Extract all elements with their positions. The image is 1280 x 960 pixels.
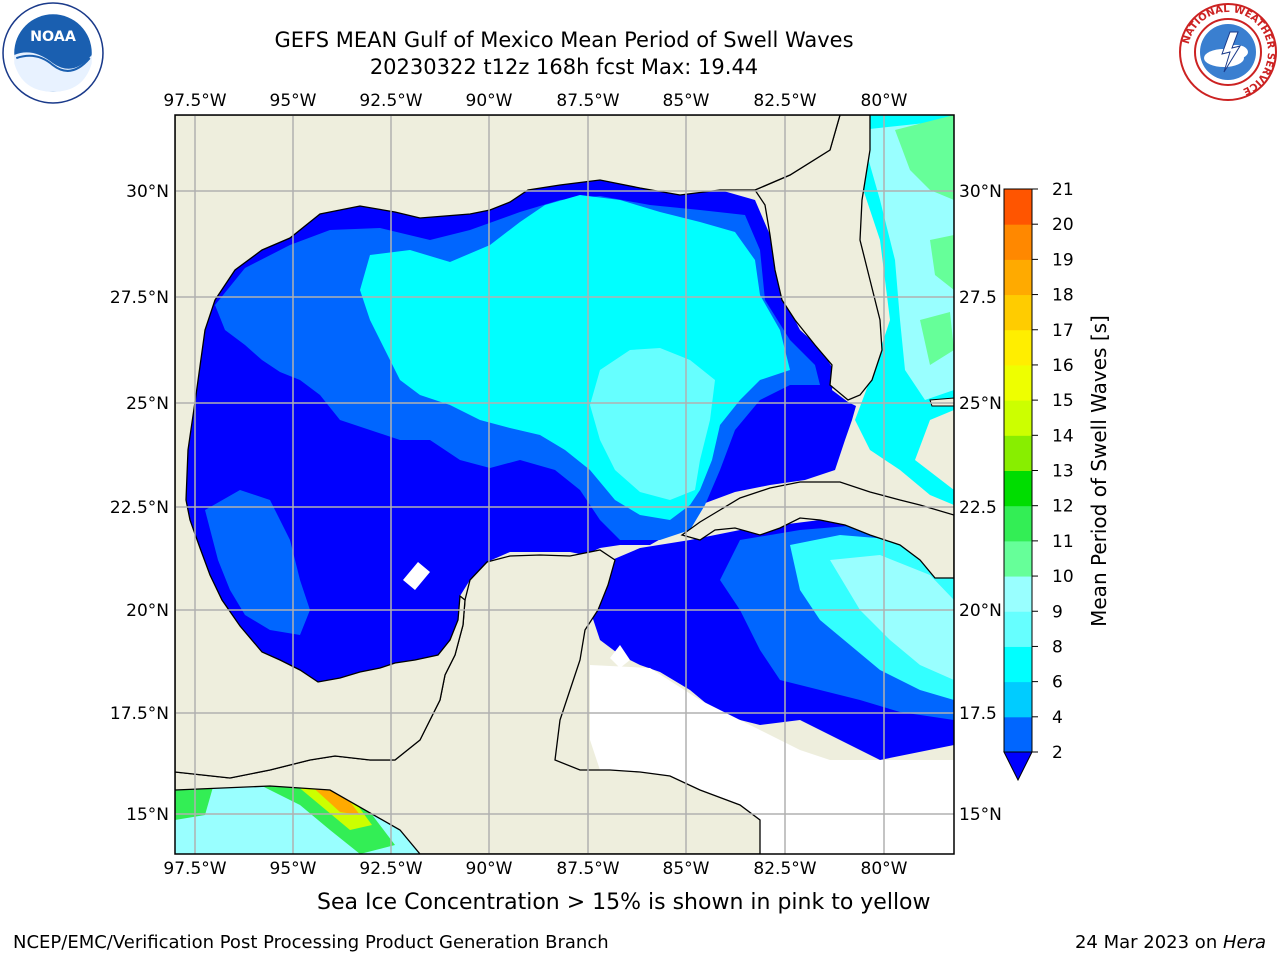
- colorbar-segment: [1004, 329, 1032, 366]
- lat-ticks-right: 30°N 27.5 25°N 22.5 20°N 17.5 15°N: [959, 182, 1002, 825]
- colorbar-ticks: 2 4 6 8 9 10 11 12 13 14 15 16 17 18 19 20 21: [1032, 180, 1074, 763]
- national-weather-service-logo: NATIONAL WEATHER SERVICE: [1179, 3, 1277, 101]
- footer-host: Hera: [1222, 932, 1266, 953]
- noaa-logo: NOAA: [2, 2, 104, 104]
- colorbar-tick-label: 17: [1052, 321, 1074, 341]
- lon-tick-bottom: 82.5°W: [753, 859, 816, 879]
- us-gulf-coast-land: [175, 115, 841, 779]
- lon-tick-bottom: 85°W: [663, 859, 710, 879]
- cuba-land: [680, 481, 954, 579]
- sea-ice-note: Sea Ice Concentration > 15% is shown in …: [317, 890, 931, 915]
- colorbar-segment: [1004, 540, 1032, 577]
- caribbean-water-light-cyan: [830, 555, 954, 680]
- lon-tick-top: 95°W: [270, 91, 317, 111]
- lat-tick-right: 17.5: [959, 704, 997, 724]
- footer-date-text: 24 Mar 2023 on: [1074, 932, 1223, 953]
- florida-land: [754, 115, 883, 401]
- map-frame: [174, 114, 955, 855]
- lat-ticks-left: 30°N 27.5°N 25°N 22.5°N 20°N 17.5°N 15°N: [110, 182, 169, 825]
- colorbar-segment: [1004, 364, 1032, 401]
- colorbar-segment: [1004, 470, 1032, 507]
- svg-text:NOAA: NOAA: [30, 29, 76, 45]
- colorbar-label: Mean Period of Swell Waves [s]: [1087, 315, 1111, 627]
- colorbar: 2 4 6 8 9 10 11 12 13 14 15 16 17 18 19 20 21 Mean Perio…: [1003, 180, 1111, 782]
- lat-tick-right: 15°N: [959, 805, 1002, 825]
- colorbar-segment: [1004, 576, 1032, 612]
- lon-tick-top: 85°W: [663, 91, 710, 111]
- colorbar-segment: [1004, 611, 1032, 647]
- lat-tick-left: 15°N: [126, 805, 169, 825]
- colorbar-tick-label: 4: [1052, 708, 1063, 728]
- colorbar-tick-label: 21: [1052, 180, 1074, 200]
- lon-tick-top: 82.5°W: [753, 91, 816, 111]
- bahamas-land: [929, 397, 954, 407]
- lon-tick-bottom: 90°W: [466, 859, 513, 879]
- colorbar-tick-label: 8: [1052, 637, 1063, 657]
- lat-tick-right: 27.5: [959, 288, 997, 308]
- no-data-patch-2: [610, 645, 630, 668]
- footer-date: 24 Mar 2023 on Hera: [1075, 932, 1266, 953]
- lon-tick-bottom: 92.5°W: [359, 859, 422, 879]
- lat-tick-left: 25°N: [126, 394, 169, 414]
- footer-credit: NCEP/EMC/Verification Post Processing Pr…: [13, 932, 609, 953]
- colorbar-tick-label: 20: [1052, 215, 1074, 235]
- no-data-patch: [403, 562, 430, 590]
- colorbar-segment: [1004, 505, 1032, 542]
- map-area: [175, 115, 954, 854]
- colorbar-segment: [1004, 294, 1032, 331]
- lat-tick-left: 30°N: [126, 182, 169, 202]
- lon-tick-bottom: 95°W: [270, 859, 317, 879]
- lat-tick-left: 22.5°N: [110, 498, 169, 518]
- colorbar-tick-label: 2: [1052, 743, 1063, 763]
- colorbar-segment: [1004, 646, 1032, 683]
- colorbar-tick-label: 10: [1052, 567, 1074, 587]
- graticule: [175, 115, 954, 854]
- colorbar-segment: [1004, 716, 1032, 753]
- colorbar-tick-label: 16: [1052, 356, 1074, 376]
- lon-tick-top: 92.5°W: [359, 91, 422, 111]
- colorbar-segments: [1004, 189, 1032, 753]
- colorbar-segment: [1004, 189, 1032, 225]
- lon-tick-top: 87.5°W: [556, 91, 619, 111]
- colorbar-segment: [1004, 259, 1032, 296]
- colorbar-tick-label: 14: [1052, 426, 1074, 446]
- lon-tick-top: 97.5°W: [163, 91, 226, 111]
- colorbar-tick-label: 9: [1052, 602, 1063, 622]
- colorbar-segment: [1004, 224, 1032, 260]
- colorbar-segment: [1004, 681, 1032, 718]
- colorbar-segment: [1004, 435, 1032, 471]
- lon-tick-top: 90°W: [466, 91, 513, 111]
- lat-tick-right: 25°N: [959, 394, 1002, 414]
- lat-tick-right: 20°N: [959, 601, 1002, 621]
- lon-tick-bottom: 87.5°W: [556, 859, 619, 879]
- lon-ticks-bottom: 97.5°W 95°W 92.5°W 90°W 87.5°W 85°W 82.5…: [163, 859, 907, 879]
- gulf-water-light-cyan: [590, 348, 715, 500]
- colorbar-tick-label: 6: [1052, 673, 1063, 693]
- colorbar-tick-label: 11: [1052, 532, 1074, 552]
- colorbar-tick-label: 13: [1052, 462, 1074, 482]
- lon-tick-top: 80°W: [861, 91, 908, 111]
- lon-tick-bottom: 80°W: [861, 859, 908, 879]
- lon-tick-bottom: 97.5°W: [163, 859, 226, 879]
- lat-tick-right: 22.5: [959, 498, 997, 518]
- lat-tick-left: 20°N: [126, 601, 169, 621]
- lat-tick-right: 30°N: [959, 182, 1002, 202]
- chart-title: GEFS MEAN Gulf of Mexico Mean Period of …: [274, 28, 854, 52]
- colorbar-segment: [1004, 400, 1032, 436]
- colorbar-tick-label: 15: [1052, 391, 1074, 411]
- atlantic-water-green: [895, 115, 954, 365]
- colorbar-extend-arrow: [1003, 751, 1033, 782]
- colorbar-tick-label: 18: [1052, 286, 1074, 306]
- colorbar-tick-label: 12: [1052, 497, 1074, 517]
- lon-ticks-top: 97.5°W 95°W 92.5°W 90°W 87.5°W 85°W 82.5…: [163, 91, 907, 111]
- chart-subtitle: 20230322 t12z 168h fcst Max: 19.44: [369, 55, 759, 79]
- lat-tick-left: 17.5°N: [110, 704, 169, 724]
- colorbar-tick-label: 19: [1052, 250, 1074, 270]
- lat-tick-left: 27.5°N: [110, 288, 169, 308]
